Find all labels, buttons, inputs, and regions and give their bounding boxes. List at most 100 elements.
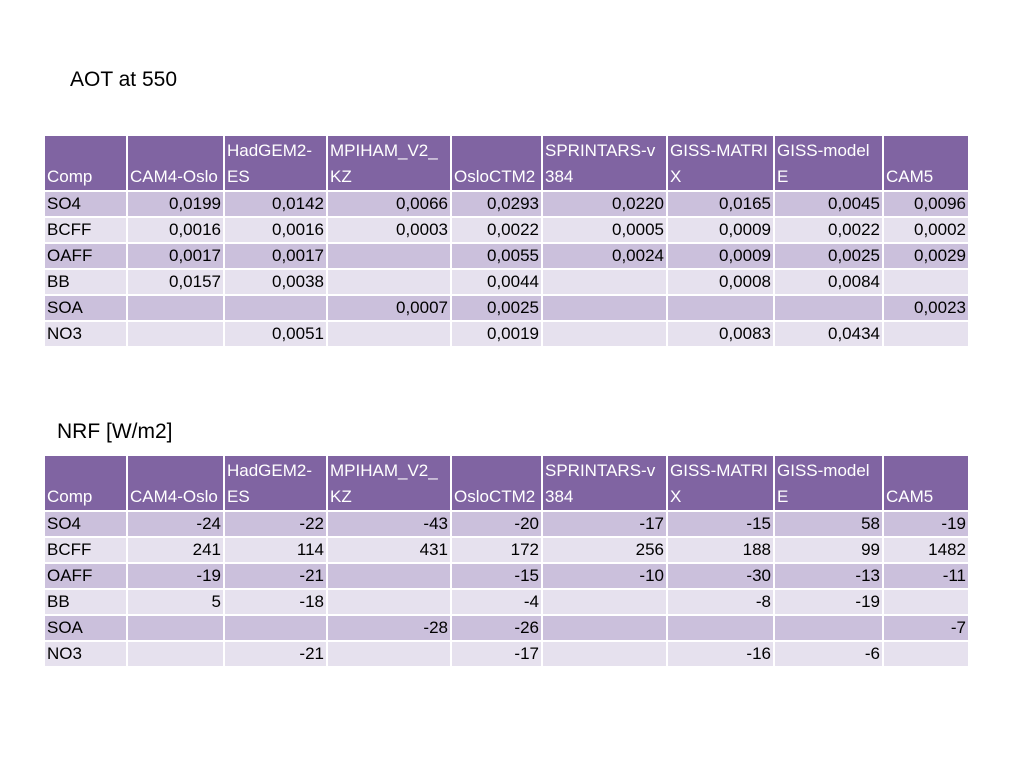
value-cell (542, 641, 668, 668)
value-cell: 188 (667, 537, 775, 564)
value-cell: -13 (774, 563, 884, 590)
column-header-comp: Comp (45, 456, 128, 512)
table-row: SOA 0,0007 0,0025 0,0023 (45, 295, 970, 322)
value-cell: -28 (327, 615, 452, 642)
column-header-comp: Comp (45, 136, 128, 192)
row-label-cell: OAFF (45, 243, 128, 270)
table-row: BB 5 -18 -4 -8 -19 (45, 589, 970, 616)
value-cell: -15 (451, 563, 543, 590)
value-cell (127, 615, 225, 642)
value-cell (883, 641, 970, 668)
row-label-cell: BB (45, 269, 128, 296)
table-row: NO3 -21 -17 -16 -6 (45, 641, 970, 668)
aot-table-title: AOT at 550 (70, 68, 178, 91)
header-row: Comp CAM4-Oslo HadGEM2-ES MPIHAM_V2_KZ OsloC… (45, 136, 970, 192)
value-cell: 0,0023 (883, 295, 970, 322)
value-cell: -11 (883, 563, 970, 590)
column-header-model: SPRINTARS-v384 (542, 136, 668, 192)
table-row: NO3 0,0051 0,0019 0,0083 0,0434 (45, 321, 970, 348)
value-cell: 172 (451, 537, 543, 564)
value-cell: 0,0017 (127, 243, 225, 270)
value-cell: -22 (224, 511, 328, 538)
table-row: OAFF 0,0017 0,0017 0,0055 0,0024 0,0009 0,0025… (45, 243, 970, 270)
column-header-model: MPIHAM_V2_KZ (327, 456, 452, 512)
value-cell: -4 (451, 589, 543, 616)
column-header-model: GISS-MATRIX (667, 136, 775, 192)
nrf-table-title: NRF [W/m2] (57, 420, 173, 443)
value-cell: 0,0009 (667, 243, 775, 270)
row-label-cell: NO3 (45, 321, 128, 348)
value-cell (127, 321, 225, 348)
row-label-cell: BCFF (45, 537, 128, 564)
value-cell (542, 589, 668, 616)
column-header-model: HadGEM2-ES (224, 456, 328, 512)
table-row: OAFF -19 -21 -15 -10 -30 -13 -11 (45, 563, 970, 590)
row-label-cell: OAFF (45, 563, 128, 590)
value-cell (542, 269, 668, 296)
table-row: BB 0,0157 0,0038 0,0044 0,0008 0,0084 (45, 269, 970, 296)
value-cell: -43 (327, 511, 452, 538)
value-cell: 256 (542, 537, 668, 564)
value-cell (224, 615, 328, 642)
column-header-model: OsloCTM2 (451, 456, 543, 512)
row-label-cell: NO3 (45, 641, 128, 668)
value-cell (883, 269, 970, 296)
value-cell: -19 (883, 511, 970, 538)
value-cell (667, 295, 775, 322)
value-cell: 0,0220 (542, 191, 668, 218)
value-cell: -21 (224, 641, 328, 668)
value-cell (667, 615, 775, 642)
value-cell: 0,0199 (127, 191, 225, 218)
value-cell: 0,0044 (451, 269, 543, 296)
row-label-cell: SO4 (45, 191, 128, 218)
column-header-model: GISS-modelE (774, 136, 884, 192)
value-cell: 5 (127, 589, 225, 616)
row-label-cell: BCFF (45, 217, 128, 244)
column-header-model: CAM4-Oslo (127, 456, 225, 512)
nrf-table: Comp CAM4-Oslo HadGEM2-ES MPIHAM_V2_KZ OsloC… (45, 456, 970, 668)
value-cell (127, 641, 225, 668)
value-cell: 0,0019 (451, 321, 543, 348)
value-cell (774, 295, 884, 322)
table-row: SOA -28 -26 -7 (45, 615, 970, 642)
table-row: SO4 -24 -22 -43 -20 -17 -15 58 -19 (45, 511, 970, 538)
value-cell: 0,0025 (451, 295, 543, 322)
value-cell: -17 (451, 641, 543, 668)
value-cell: 0,0157 (127, 269, 225, 296)
row-label-cell: SO4 (45, 511, 128, 538)
value-cell (542, 615, 668, 642)
column-header-model: OsloCTM2 (451, 136, 543, 192)
value-cell: 0,0005 (542, 217, 668, 244)
value-cell: 0,0165 (667, 191, 775, 218)
table-row: BCFF 0,0016 0,0016 0,0003 0,0022 0,0005 0,0009… (45, 217, 970, 244)
value-cell: 0,0022 (451, 217, 543, 244)
value-cell (224, 295, 328, 322)
value-cell: 0,0002 (883, 217, 970, 244)
value-cell: -18 (224, 589, 328, 616)
value-cell: 0,0434 (774, 321, 884, 348)
value-cell: 0,0007 (327, 295, 452, 322)
header-row: Comp CAM4-Oslo HadGEM2-ES MPIHAM_V2_KZ OsloC… (45, 456, 970, 512)
value-cell: 0,0096 (883, 191, 970, 218)
value-cell (327, 243, 452, 270)
value-cell: 241 (127, 537, 225, 564)
value-cell: -26 (451, 615, 543, 642)
column-header-model: CAM5 (883, 136, 970, 192)
value-cell (327, 641, 452, 668)
table-row: BCFF 241 114 431 172 256 188 99 1482 (45, 537, 970, 564)
value-cell: 114 (224, 537, 328, 564)
value-cell (327, 563, 452, 590)
value-cell (127, 295, 225, 322)
value-cell: 58 (774, 511, 884, 538)
value-cell: -24 (127, 511, 225, 538)
value-cell: -17 (542, 511, 668, 538)
value-cell: -20 (451, 511, 543, 538)
value-cell: 0,0066 (327, 191, 452, 218)
value-cell: 0,0022 (774, 217, 884, 244)
row-label-cell: BB (45, 589, 128, 616)
value-cell: -10 (542, 563, 668, 590)
value-cell: 1482 (883, 537, 970, 564)
value-cell: -7 (883, 615, 970, 642)
value-cell: 0,0055 (451, 243, 543, 270)
value-cell: -16 (667, 641, 775, 668)
